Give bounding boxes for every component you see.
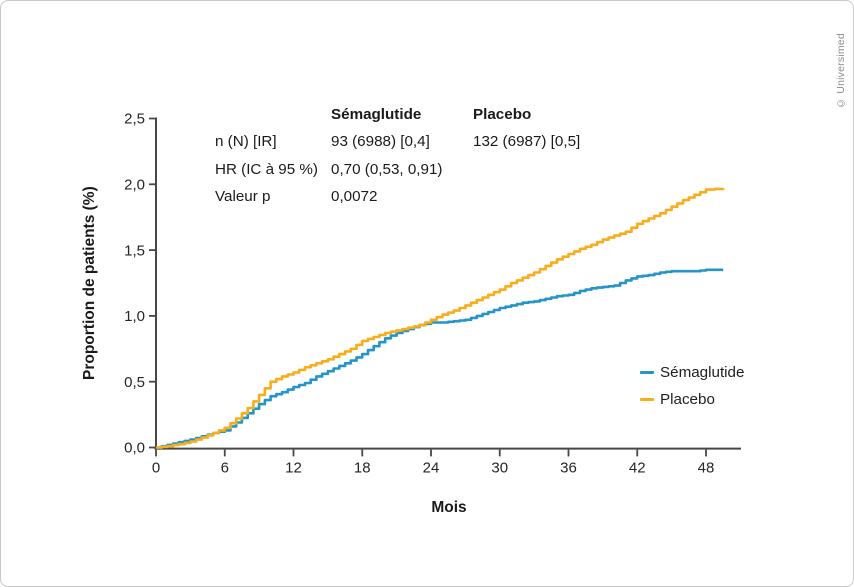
x-tick-label: 36 [560,460,577,477]
x-tick-label: 48 [698,460,715,477]
stats-table: Sémaglutide Placebo n (N) [IR] 93 (6988) [0… [215,101,580,211]
stats-row-label: n (N) [IR] [215,133,277,151]
y-tick-label: 1,0 [124,308,145,325]
legend-swatch [640,370,654,374]
stats-cell: 0,70 (0,53, 0,91) [331,160,443,178]
y-tick-label: 0,0 [124,440,145,457]
copyright-watermark: © Universimed [835,33,847,109]
y-tick-label: 1,5 [124,242,145,259]
stats-header-cell: Placebo [473,106,532,123]
stats-row-label: Valeur p [215,188,271,206]
stats-row-label: HR (IC à 95 %) [215,160,318,178]
stats-cell: 132 (6987) [0,5] [473,133,581,151]
x-tick-label: 24 [423,460,440,477]
x-tick-label: 12 [285,460,302,477]
stats-cell [473,183,580,210]
x-tick-label: 6 [221,460,229,477]
axis-tick-labels: 0,0 0,5 1,0 1,5 2,0 2,5 0 6 12 18 24 30 36 42 48 [124,111,714,477]
legend-label: Sémaglutide [660,363,745,381]
axes [154,117,741,450]
legend-swatch [640,397,654,401]
x-tick-label: 30 [491,460,508,477]
x-tick-label: 0 [152,460,160,477]
stats-header-cell: Sémaglutide [331,106,422,123]
axis-ticks [149,117,707,457]
curve-placebo [156,187,725,449]
y-tick-label: 2,0 [124,177,145,194]
curve-smaglutide [156,268,724,449]
x-tick-label: 18 [354,460,371,477]
legend: Sémaglutide Placebo [640,362,744,409]
y-tick-label: 0,5 [124,374,145,391]
legend-label: Placebo [660,390,715,408]
legend-item-placebo: Placebo [640,389,744,409]
stats-cell [473,156,580,183]
stats-header-cell [215,101,331,128]
survival-curves [156,187,725,449]
x-axis-title: Mois [431,499,467,516]
x-tick-label: 42 [629,460,646,477]
y-axis-title: Proportion de patients (%) [81,186,98,381]
y-tick-label: 2,5 [124,111,145,128]
legend-item-smaglutide: Sémaglutide [640,362,744,382]
stats-cell: 0,0072 [331,188,378,206]
stats-cell: 93 (6988) [0,4] [331,133,430,151]
